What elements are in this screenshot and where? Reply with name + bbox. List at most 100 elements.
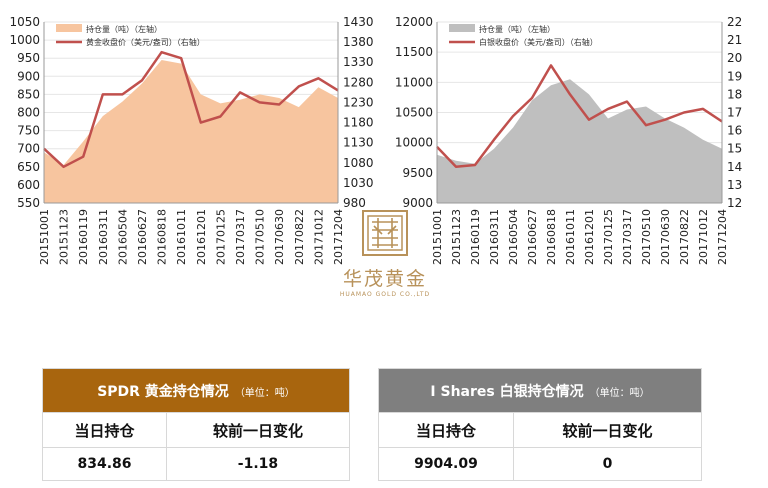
gold-left-tick-label: 650: [17, 160, 40, 174]
silver-right-tick-label: 14: [727, 160, 742, 174]
gold-x-tick-label: 20171204: [332, 209, 345, 265]
silver-x-tick-label: 20161201: [583, 209, 596, 265]
gold-holding-value: 834.86: [42, 447, 167, 481]
gold-legend-holdings: 持仓量（吨）（左轴）: [86, 24, 162, 34]
silver-x-tick-label: 20170510: [640, 209, 653, 265]
silver-left-tick-label: 11500: [395, 45, 433, 59]
logo-mark-icon: [362, 210, 408, 256]
silver-right-tick-label: 17: [727, 106, 742, 120]
silver-legend-price: 白银收盘价（美元/盎司）（右轴）: [479, 37, 598, 47]
gold-x-tick-label: 20170317: [234, 209, 247, 265]
silver-x-tick-label: 20170630: [659, 209, 672, 265]
silver-x-tick-label: 20161011: [564, 209, 577, 265]
gold-x-tick-label: 20171012: [312, 209, 325, 265]
silver-x-tick-label: 20170317: [621, 209, 634, 265]
silver-right-tick-label: 16: [727, 124, 742, 138]
gold-table-column-header-row: 当日持仓 较前一日变化: [42, 412, 351, 448]
silver-price-line: [436, 64, 723, 169]
logo-name: 华茂黄金: [342, 268, 427, 290]
silver-left-tick-label: 9000: [402, 196, 433, 210]
silver-right-tick-label: 12: [727, 196, 742, 210]
gold-left-tick-label: 1050: [9, 15, 40, 29]
silver-left-tick-label: 11000: [395, 75, 433, 89]
gold-table-header-row: SPDR 黄金持仓情况 （单位：吨）: [42, 368, 350, 413]
gold-x-tick-label: 20160504: [116, 209, 129, 265]
silver-right-tick-label: 15: [727, 142, 742, 156]
gold-right-tick-label: 980: [343, 196, 366, 210]
silver-legend-area-swatch: [449, 24, 475, 32]
silver-right-tick-label: 21: [727, 33, 742, 47]
gold-table-value-row: 834.86 -1.18: [42, 447, 351, 481]
silver-col-holding-header: 当日持仓: [378, 412, 514, 448]
gold-x-tick-label: 20160627: [136, 209, 149, 265]
gold-right-tick-label: 1380: [343, 35, 374, 49]
silver-change-value: 0: [512, 447, 703, 481]
silver-table-title: I Shares 白银持仓情况 （单位：吨）: [378, 368, 702, 413]
silver-right-tick-label: 22: [727, 15, 742, 29]
gold-x-tick-label: 20160119: [77, 209, 90, 265]
silver-table-value-row: 9904.09 0: [378, 447, 703, 481]
silver-col-change-header: 较前一日变化: [512, 412, 703, 448]
gold-left-tick-label: 900: [17, 69, 40, 83]
silver-table-column-header-row: 当日持仓 较前一日变化: [378, 412, 703, 448]
silver-x-tick-label: 20170822: [678, 209, 691, 265]
silver-chart-svg: 1200011500110001050010000950090002221201…: [395, 15, 742, 265]
silver-holding-value: 9904.09: [378, 447, 514, 481]
gold-col-holding-header: 当日持仓: [42, 412, 167, 448]
gold-left-tick-label: 700: [17, 142, 40, 156]
gold-table-title-text: SPDR 黄金持仓情况: [97, 383, 229, 400]
silver-right-tick-label: 20: [727, 51, 742, 65]
gold-left-tick-label: 950: [17, 51, 40, 65]
gold-x-tick-label: 20161201: [195, 209, 208, 265]
huamao-logo: 华茂黄金 HUAMAO GOLD CO.,LTD: [330, 210, 440, 305]
gold-x-tick-label: 20170822: [293, 209, 306, 265]
silver-x-tick-label: 20160504: [507, 209, 520, 265]
gold-col-change-header: 较前一日变化: [165, 412, 351, 448]
gold-left-tick-label: 600: [17, 178, 40, 192]
silver-legend-holdings: 持仓量（吨）（左轴）: [479, 24, 555, 34]
gold-x-tick-label: 20151001: [38, 209, 51, 265]
silver-x-tick-label: 20170125: [602, 209, 615, 265]
gold-legend-area-swatch: [56, 24, 82, 32]
gold-legend-price: 黄金收盘价（美元/盎司）（右轴）: [86, 37, 205, 47]
silver-x-tick-label: 20160818: [545, 209, 558, 265]
silver-x-tick-label: 20171012: [697, 209, 710, 265]
silver-holdings-chart: 12000 11500 11000 10500 10000 9500 9000 22 21 20 1…: [385, 0, 768, 290]
gold-x-tick-label: 20170125: [214, 209, 227, 265]
gold-chart-svg: 1050 1000 950 900 850 800 750 700 650 600 550 1430 1…: [9, 15, 374, 265]
ishares-silver-holdings-table: I Shares 白银持仓情况 （单位：吨） 当日持仓 较前一日变化 9904.0…: [378, 368, 703, 481]
gold-x-tick-label: 20151123: [58, 209, 71, 265]
silver-left-tick-label: 10500: [395, 106, 433, 120]
gold-right-tick-label: 1230: [343, 95, 374, 109]
gold-table-title: SPDR 黄金持仓情况 （单位：吨）: [42, 368, 350, 413]
gold-right-tick-label: 1080: [343, 156, 374, 170]
gold-left-tick-label: 1000: [9, 33, 40, 47]
gold-left-tick-label: 850: [17, 87, 40, 101]
silver-left-tick-label: 9500: [402, 166, 433, 180]
gold-x-tick-label: 20170510: [254, 209, 267, 265]
gold-x-tick-label: 20170630: [273, 209, 286, 265]
silver-x-tick-label: 20160627: [526, 209, 539, 265]
gold-left-tick-label: 550: [17, 196, 40, 210]
silver-x-tick-label: 20151123: [450, 209, 463, 265]
gold-table-unit: （单位：吨）: [234, 387, 295, 399]
silver-right-tick-label: 19: [727, 69, 742, 83]
gold-change-value: -1.18: [165, 447, 351, 481]
silver-table-title-text: I Shares 白银持仓情况: [430, 383, 584, 400]
silver-table-unit: （单位：吨）: [589, 387, 650, 399]
silver-left-tick-label: 10000: [395, 136, 433, 150]
silver-right-tick-label: 18: [727, 87, 742, 101]
silver-holdings-area: [437, 79, 722, 203]
gold-right-tick-label: 1430: [343, 15, 374, 29]
logo-subtitle: HUAMAO GOLD CO.,LTD: [339, 291, 431, 298]
gold-right-tick-label: 1330: [343, 55, 374, 69]
gold-left-tick-label: 750: [17, 124, 40, 138]
gold-x-tick-label: 20161011: [175, 209, 188, 265]
gold-holdings-chart: 1050 1000 950 900 850 800 750 700 650 600 550 1430 1…: [0, 0, 385, 290]
gold-right-tick-label: 1130: [343, 136, 374, 150]
gold-right-tick-label: 1280: [343, 75, 374, 89]
silver-left-tick-label: 12000: [395, 15, 433, 29]
silver-x-tick-label: 20171204: [716, 209, 729, 265]
silver-table-header-row: I Shares 白银持仓情况 （单位：吨）: [378, 368, 702, 413]
gold-x-tick-label: 20160818: [156, 209, 169, 265]
